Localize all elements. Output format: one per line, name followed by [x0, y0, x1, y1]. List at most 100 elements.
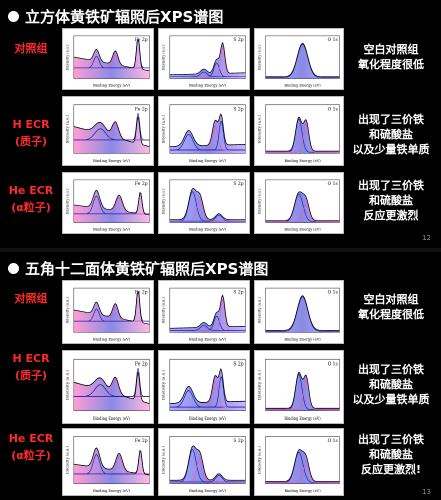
y-axis-label: Intensity (a.u.)	[65, 446, 69, 475]
fit-component-curve	[169, 376, 246, 408]
panel-title: Fe 2p	[135, 438, 148, 444]
row-label-control: 对照组	[14, 292, 48, 305]
xps-spectrum-plot: O 1s Binding Energy (eV) Intensity (a.u.)	[257, 35, 340, 87]
spectrum-fill	[265, 449, 340, 484]
row-description: 空白对照组 氧化程度很低	[358, 43, 424, 71]
xps-panel: Fe 2p Binding Energy (eV) Intensity (a.u.)	[62, 350, 154, 424]
y-axis-label: Intensity (a.u.)	[66, 114, 70, 143]
row-label-control: 对照组	[14, 42, 48, 55]
spectrum-envelope	[265, 42, 340, 78]
y-axis-label: Intensity (a.u.)	[257, 296, 261, 323]
x-axis-label: Binding Energy (eV)	[284, 416, 321, 421]
spectrum-fill	[169, 188, 246, 223]
spectrum-fill	[73, 190, 150, 223]
spectrum-fill	[73, 371, 150, 411]
row-description: 出现了三价铁 和硫酸盐 以及少量铁单质	[352, 113, 430, 156]
panel-title: O 1s	[328, 438, 339, 444]
xps-spectrum-plot: Fe 2p Binding Energy (eV) Intensity (a.u.)	[66, 104, 150, 163]
xps-panel: S 2p Binding Energy (eV) Intensity (a.u.)	[158, 350, 250, 424]
y-axis-label: Intensity (a.u.)	[161, 188, 165, 214]
row-label-h-ecr: H ECR (质子)	[12, 118, 50, 148]
x-axis-label: Binding Energy (eV)	[189, 228, 227, 232]
xps-panel: Fe 2p Binding Energy (eV) Intensity (a.u.)	[62, 428, 154, 496]
y-axis-label: Intensity (a.u.)	[161, 44, 165, 70]
spectrum-fill	[169, 368, 246, 411]
y-axis-label: Intensity (a.u.)	[257, 369, 262, 400]
panel-title: Fe 2p	[135, 38, 148, 43]
fit-component-curve	[265, 378, 340, 410]
xps-panel: Fe 2p Binding Energy (eV) Intensity (a.u.)	[62, 28, 154, 90]
xps-panel: O 1s Binding Energy (eV) Intensity (a.u.)	[254, 350, 344, 424]
page-number: 13	[422, 488, 431, 496]
fit-component-curve	[169, 191, 246, 222]
fit-component-curve	[169, 214, 246, 222]
x-axis-label: Binding Energy (eV)	[189, 159, 227, 163]
y-axis-label: Intensity (a.u.)	[257, 188, 261, 214]
panel-title: S 2p	[233, 182, 243, 187]
panel-title: Fe 2p	[135, 182, 148, 187]
x-axis-label: Binding Energy (eV)	[93, 84, 131, 88]
row-description: 出现了三价铁 和硫酸盐 以及少量铁单质	[352, 363, 430, 406]
xps-panel: O 1s Binding Energy (eV) Intensity (a.u.)	[254, 28, 344, 90]
row-label-he-ecr: He ECR (α粒子)	[8, 184, 54, 214]
row-label-he-ecr: He ECR (α粒子)	[8, 432, 54, 462]
panel-title: Fe 2p	[135, 289, 148, 295]
y-axis-label: Intensity (a.u.)	[257, 446, 261, 475]
xps-spectrum-plot: O 1s Binding Energy (eV) Intensity (a.u.)	[257, 104, 340, 163]
fit-component-curve	[265, 462, 340, 483]
spectrum-envelope	[73, 290, 150, 325]
y-axis-label: Intensity (a.u.)	[162, 114, 166, 143]
slide-title-text: 五角十二面体黄铁矿辐照后XPS谱图	[25, 260, 269, 278]
xps-spectrum-plot: Fe 2p Binding Energy (eV) Intensity (a.u.)	[65, 436, 150, 493]
x-axis-label: Binding Energy (eV)	[284, 159, 321, 163]
xps-spectrum-plot: S 2p Binding Energy (eV) Intensity (a.u.)	[161, 436, 246, 493]
xps-spectrum-plot: S 2p Binding Energy (eV) Intensity (a.u.)	[161, 287, 246, 341]
y-axis-label: Intensity (a.u.)	[65, 369, 70, 400]
bullet-icon	[8, 263, 19, 274]
xps-panel: S 2p Binding Energy (eV) Intensity (a.u.)	[158, 172, 250, 234]
fit-component-curve	[73, 367, 150, 397]
panel-title: S 2p	[233, 38, 243, 43]
panel-title: Fe 2p	[135, 106, 148, 112]
xps-spectrum-plot: Fe 2p Binding Energy (eV) Intensity (a.u.)	[65, 179, 150, 231]
panel-title: O 1s	[328, 361, 339, 367]
xps-spectrum-plot: S 2p Binding Energy (eV) Intensity (a.u.)	[161, 35, 246, 88]
slide-cubic-pyrite: 立方体黄铁矿辐照后XPS谱图 对照组 H ECR (质子) He ECR (α粒…	[0, 0, 441, 248]
fit-component-curve	[265, 122, 340, 153]
y-axis-label: Intensity (a.u.)	[161, 369, 166, 400]
row-description: 出现了三价铁 和硫酸盐 反应更激烈!	[358, 433, 424, 476]
panel-title: S 2p	[233, 289, 243, 295]
xps-spectrum-plot: Fe 2p Binding Energy (eV) Intensity (a.u.)	[65, 287, 150, 341]
slide-title-text: 立方体黄铁矿辐照后XPS谱图	[25, 8, 224, 26]
fit-component-curve	[265, 296, 340, 332]
x-axis-label: Binding Energy (eV)	[189, 84, 227, 88]
panel-title: O 1s	[328, 106, 339, 112]
fit-component-curve	[169, 448, 246, 483]
xps-panel: O 1s Binding Energy (eV) Intensity (a.u.)	[254, 428, 344, 496]
xps-spectrum-plot: S 2p Binding Energy (eV) Intensity (a.u.)	[161, 179, 246, 232]
xps-spectrum-plot: Fe 2p Binding Energy (eV) Intensity (a.u.)	[65, 35, 150, 88]
xps-spectrum-plot: O 1s Binding Energy (eV) Intensity (a.u.)	[257, 287, 340, 341]
xps-panel: O 1s Binding Energy (eV) Intensity (a.u.)	[254, 96, 344, 166]
x-axis-label: Binding Energy (eV)	[189, 416, 227, 421]
row-description: 出现了三价铁 和硫酸盐 反应更激烈	[358, 179, 424, 222]
xps-spectrum-plot: Fe 2p Binding Energy (eV) Intensity (a.u.)	[65, 358, 150, 421]
xps-panel: S 2p Binding Energy (eV) Intensity (a.u.)	[158, 280, 250, 344]
panel-title: O 1s	[328, 290, 339, 295]
spectrum-envelope	[169, 294, 246, 329]
fit-component-curve	[265, 43, 340, 79]
spectrum-envelope	[169, 41, 246, 76]
spectrum-fill	[169, 445, 246, 484]
slide-divider	[0, 248, 441, 252]
y-axis-label: Intensity (a.u.)	[65, 44, 69, 70]
fit-component-curve	[169, 475, 246, 483]
x-axis-label: Binding Energy (eV)	[93, 489, 131, 493]
fit-component-curve	[73, 113, 150, 141]
fit-component-curve	[265, 203, 340, 223]
spectrum-envelope	[169, 445, 246, 481]
xps-panel: S 2p Binding Energy (eV) Intensity (a.u.)	[158, 96, 250, 166]
panel-title: S 2p	[233, 106, 243, 112]
xps-panel: Fe 2p Binding Energy (eV) Intensity (a.u.)	[62, 172, 154, 234]
xps-panel: Fe 2p Binding Energy (eV) Intensity (a.u.)	[62, 280, 154, 344]
spectrum-envelope	[169, 187, 246, 220]
